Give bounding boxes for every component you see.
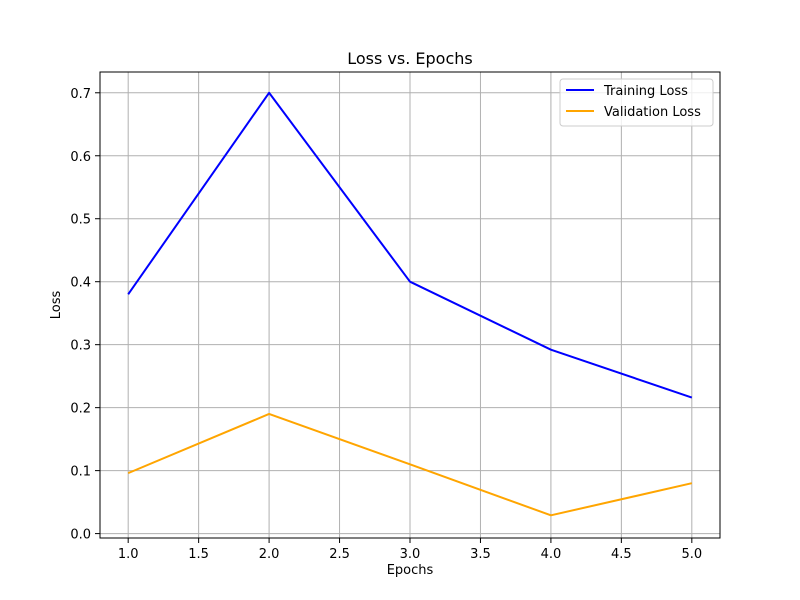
y-tick-label: 0.7 xyxy=(70,87,91,102)
series-line-training-loss xyxy=(127,91,693,399)
series-layer xyxy=(127,91,693,517)
x-tick-label: 3.5 xyxy=(470,547,491,562)
y-tick-label: 0.4 xyxy=(70,276,91,291)
legend-label-training-loss: Training Loss xyxy=(603,84,688,99)
x-tick-label: 4.0 xyxy=(541,547,562,562)
x-tick-label: 3.0 xyxy=(400,547,421,562)
x-tick-label: 1.0 xyxy=(118,547,139,562)
y-tick-label: 0.6 xyxy=(70,150,91,165)
x-tick-label: 5.0 xyxy=(681,547,702,562)
tick-layer: 1.0 1.5 2.0 2.5 3.0 3.5 4.0 4.5 5.0 0.0 0.1 0.2 0.3 0… xyxy=(70,87,702,562)
x-tick-label: 4.5 xyxy=(611,547,632,562)
legend-label-validation-loss: Validation Loss xyxy=(604,105,701,120)
y-tick-label: 0.0 xyxy=(70,528,91,543)
y-tick-label: 0.1 xyxy=(70,465,91,480)
x-axis-label: Epochs xyxy=(387,563,434,578)
x-tick-label: 1.5 xyxy=(188,547,209,562)
y-tick-label: 0.5 xyxy=(70,213,91,228)
x-tick-label: 2.0 xyxy=(259,547,280,562)
y-tick-label: 0.2 xyxy=(70,402,91,417)
y-tick-label: 0.3 xyxy=(70,339,91,354)
chart-title: Loss vs. Epochs xyxy=(347,49,472,68)
legend-box xyxy=(559,78,714,127)
legend: Training Loss Validation Loss xyxy=(559,78,714,127)
y-axis-label: Loss xyxy=(49,291,64,320)
x-tick-label: 2.5 xyxy=(329,547,350,562)
series-line-validation-loss xyxy=(127,412,693,517)
